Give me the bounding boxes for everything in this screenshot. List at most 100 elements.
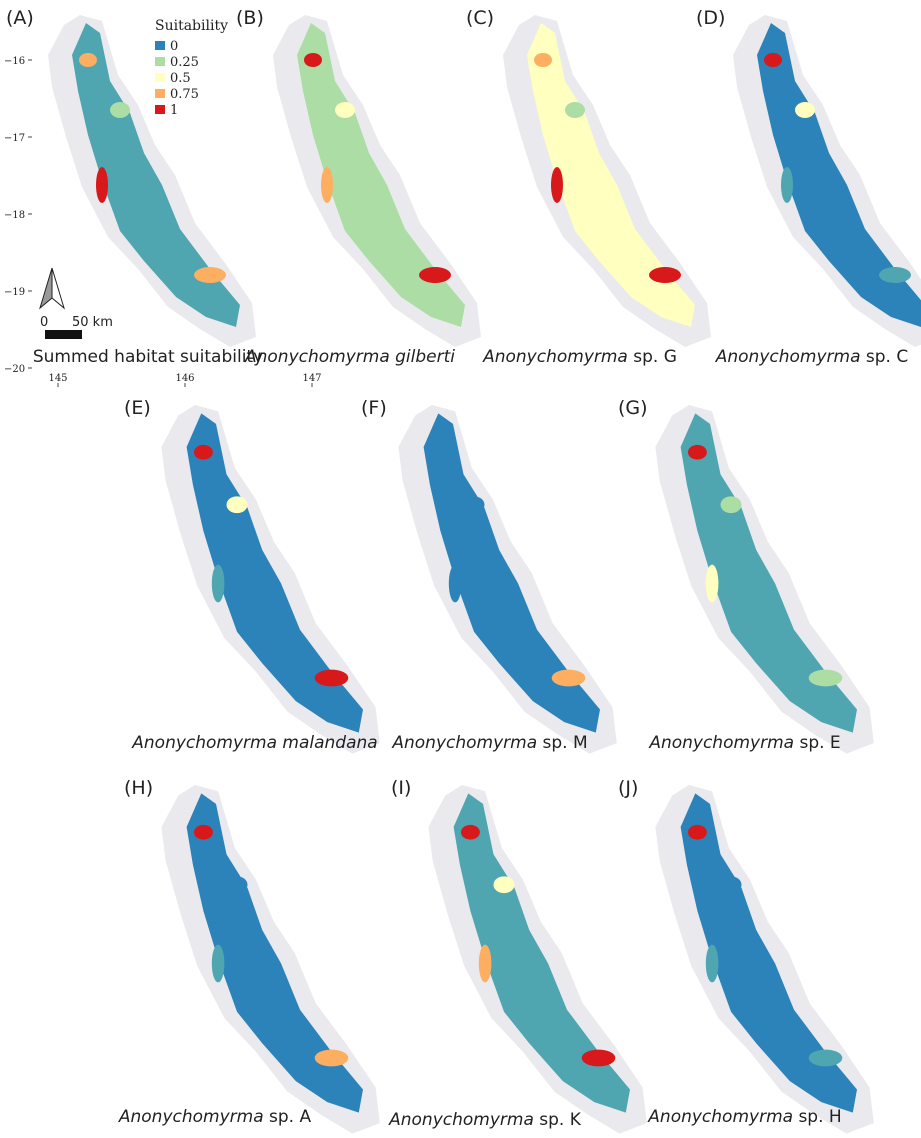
panel-caption: Anonychomyrma malandana: [131, 733, 377, 753]
lat-tick-label: −20: [4, 364, 25, 375]
map: [161, 405, 380, 754]
caption-text: sp. A: [269, 1107, 311, 1127]
legend-swatch: [155, 89, 165, 98]
lon-tick-label: 146: [175, 373, 194, 384]
suitability-patch: [193, 444, 213, 460]
legend-swatch: [155, 57, 165, 66]
scale-start: 0: [40, 315, 48, 330]
panel: (C) Anonychomyrma sp. G: [466, 7, 711, 367]
caption-species: Anonychomyrma gilberti: [244, 347, 455, 367]
caption-species: Anonychomyrma: [118, 1107, 264, 1127]
panel: (G) Anonychomyrma sp. E: [618, 397, 874, 754]
panel-label: (B): [236, 7, 264, 29]
suitability-patch: [649, 267, 681, 283]
legend-swatch: [155, 41, 165, 50]
suitability-patch: [720, 876, 742, 894]
caption-text: sp. E: [799, 733, 840, 753]
panel: (B) Anonychomyrma gilberti: [236, 7, 481, 367]
caption-species: Anonychomyrma: [482, 347, 628, 367]
suitability-patch: [705, 944, 719, 983]
north-arrow: [39, 267, 53, 310]
suitability-patch: [565, 102, 585, 118]
panel-label: (C): [466, 7, 494, 29]
lat-tick-label: −17: [4, 133, 25, 144]
legend-swatch: [155, 105, 165, 114]
legend-title: Suitability: [155, 18, 228, 34]
map: [161, 785, 380, 1134]
suitability-patch: [226, 876, 248, 894]
caption-species: Anonychomyrma malandana: [131, 733, 377, 753]
suitability-patch: [335, 102, 355, 118]
caption-text: sp. M: [543, 733, 588, 753]
suitability-patch: [551, 669, 586, 687]
lat-tick-label: −16: [4, 56, 25, 67]
scale-end: 50 km: [72, 315, 113, 330]
panel-caption: Anonychomyrma sp. K: [388, 1110, 582, 1130]
panel-caption: Anonychomyrma gilberti: [244, 347, 455, 367]
map: [655, 785, 874, 1134]
suitability-patch: [430, 444, 450, 460]
map: [428, 785, 647, 1134]
caption-species: Anonychomyrma: [388, 1110, 534, 1130]
caption-text: sp. H: [798, 1107, 841, 1127]
panel-label: (F): [361, 397, 387, 419]
suitability-patch: [795, 102, 815, 118]
panel-caption: Anonychomyrma sp. H: [647, 1107, 841, 1127]
legend-label: 0.5: [170, 71, 191, 86]
lat-tick-label: −18: [4, 210, 25, 221]
suitability-patch: [808, 1049, 843, 1067]
panel-caption: Anonychomyrma sp. A: [118, 1107, 312, 1127]
suitability-patch: [314, 669, 349, 687]
panel-label: (G): [618, 397, 648, 419]
legend-label: 0.75: [170, 87, 199, 102]
suitability-patch: [478, 944, 492, 983]
suitability-patch: [226, 496, 248, 514]
panel-caption: Anonychomyrma sp. G: [482, 347, 677, 367]
map: [733, 15, 921, 347]
suitability-patch: [493, 876, 515, 894]
suitability-patch: [463, 496, 485, 514]
caption-species: Anonychomyrma: [391, 733, 537, 753]
lon-tick-label: 147: [302, 373, 321, 384]
panel: (D) Anonychomyrma sp. C: [696, 7, 921, 367]
suitability-patch: [687, 444, 707, 460]
suitability-patch: [321, 167, 333, 203]
panel-caption: Summed habitat suitability: [33, 347, 263, 367]
panel-label: (H): [124, 777, 153, 799]
panel-label: (J): [618, 777, 638, 799]
caption-species: Anonychomyrma: [648, 733, 794, 753]
suitability-patch: [720, 496, 742, 514]
caption-text: Summed habitat suitability: [33, 347, 263, 367]
panel: (A) Summed habitat suitability: [6, 7, 263, 367]
panel-caption: Anonychomyrma sp. M: [391, 733, 587, 753]
suitability-patch: [314, 1049, 349, 1067]
panel-caption: Anonychomyrma sp. C: [715, 347, 908, 367]
map: [503, 15, 711, 347]
suitability-patch: [419, 267, 451, 283]
caption-species: Anonychomyrma: [647, 1107, 793, 1127]
panel: (F) Anonychomyrma sp. M: [361, 397, 617, 754]
caption-species: Anonychomyrma: [715, 347, 861, 367]
panel-label: (E): [124, 397, 151, 419]
caption-text: sp. G: [633, 347, 677, 367]
suitability-patch: [808, 669, 843, 687]
suitability-patch: [551, 167, 563, 203]
legend-label: 1: [170, 103, 178, 118]
panel-label: (D): [696, 7, 725, 29]
suitability-patch: [581, 1049, 616, 1067]
caption-text: sp. K: [539, 1110, 581, 1130]
panel-label: (A): [6, 7, 34, 29]
legend-label: 0.25: [170, 55, 199, 70]
panel: (J) Anonychomyrma sp. H: [618, 777, 874, 1134]
suitability-patch: [460, 824, 480, 840]
legend-swatch: [155, 73, 165, 82]
suitability-patch: [96, 167, 108, 203]
suitability-patch: [687, 824, 707, 840]
legend-label: 0: [170, 39, 178, 54]
panel: (H) Anonychomyrma sp. A: [118, 777, 380, 1134]
map: [398, 405, 617, 754]
panel-caption: Anonychomyrma sp. E: [648, 733, 840, 753]
north-arrow: [51, 267, 65, 310]
panel: (E) Anonychomyrma malandana: [124, 397, 380, 754]
